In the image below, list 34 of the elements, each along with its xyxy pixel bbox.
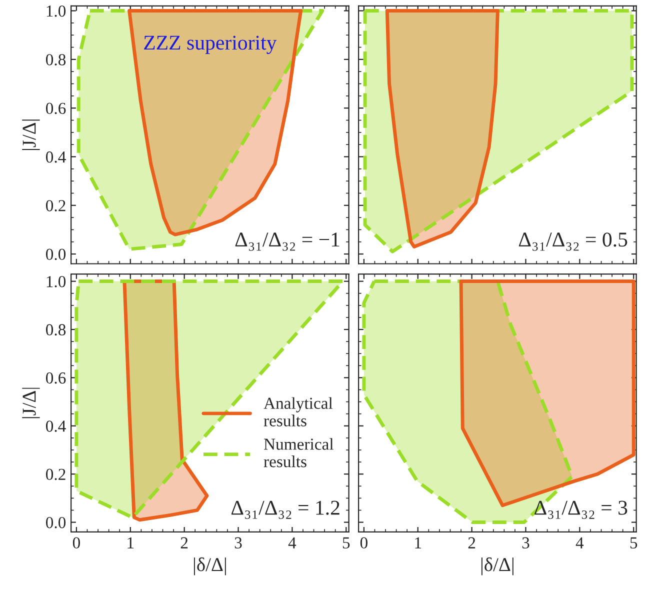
y-tick-label: 0.8 <box>46 54 66 66</box>
x-tick-label: 1 <box>128 537 134 548</box>
y-tick-label: 1.0 <box>46 5 66 17</box>
legend-label: Analytical results <box>264 397 333 426</box>
y-axis-title: |J/Δ| <box>22 120 40 150</box>
y-tick-label: 0.0 <box>46 516 66 528</box>
legend-label: Numerical results <box>264 438 334 468</box>
x-tick-label: 1 <box>415 537 422 548</box>
x-tick-label: 5 <box>342 537 350 548</box>
x-axis-title: |δ/Δ| <box>194 557 226 576</box>
annotation: Δ₃₁/Δ₃₂ = −1 <box>235 232 340 251</box>
y-tick-label: 0.6 <box>46 102 66 114</box>
x-tick-label: 3 <box>522 537 530 548</box>
y-axis-title: |J/Δ| <box>22 388 40 418</box>
y-tick-label: 0.8 <box>46 324 66 336</box>
x-tick-label: 3 <box>234 537 242 548</box>
y-tick-label: 0.2 <box>46 200 66 212</box>
x-tick-label: 0 <box>72 537 80 548</box>
annotation: ZZZ superiority <box>144 36 277 54</box>
x-tick-label: 0 <box>360 537 368 548</box>
y-tick-label: 1.0 <box>46 276 66 288</box>
y-tick-label: 0.2 <box>46 468 66 480</box>
y-tick-label: 0.6 <box>46 372 66 384</box>
x-axis-title: |δ/Δ| <box>481 557 514 576</box>
x-tick-label: 4 <box>288 537 296 548</box>
annotation: Δ₃₁/Δ₃₂ = 1.2 <box>231 500 340 519</box>
x-tick-label: 4 <box>576 537 584 548</box>
x-tick-label: 2 <box>180 537 188 548</box>
y-tick-label: 0.4 <box>46 151 66 163</box>
x-tick-label: 2 <box>468 537 476 548</box>
x-tick-label: 5 <box>630 537 638 548</box>
y-tick-label: 0.0 <box>46 248 66 260</box>
annotation: Δ₃₁/Δ₃₂ = 0.5 <box>518 232 628 251</box>
y-tick-label: 0.4 <box>46 420 66 432</box>
